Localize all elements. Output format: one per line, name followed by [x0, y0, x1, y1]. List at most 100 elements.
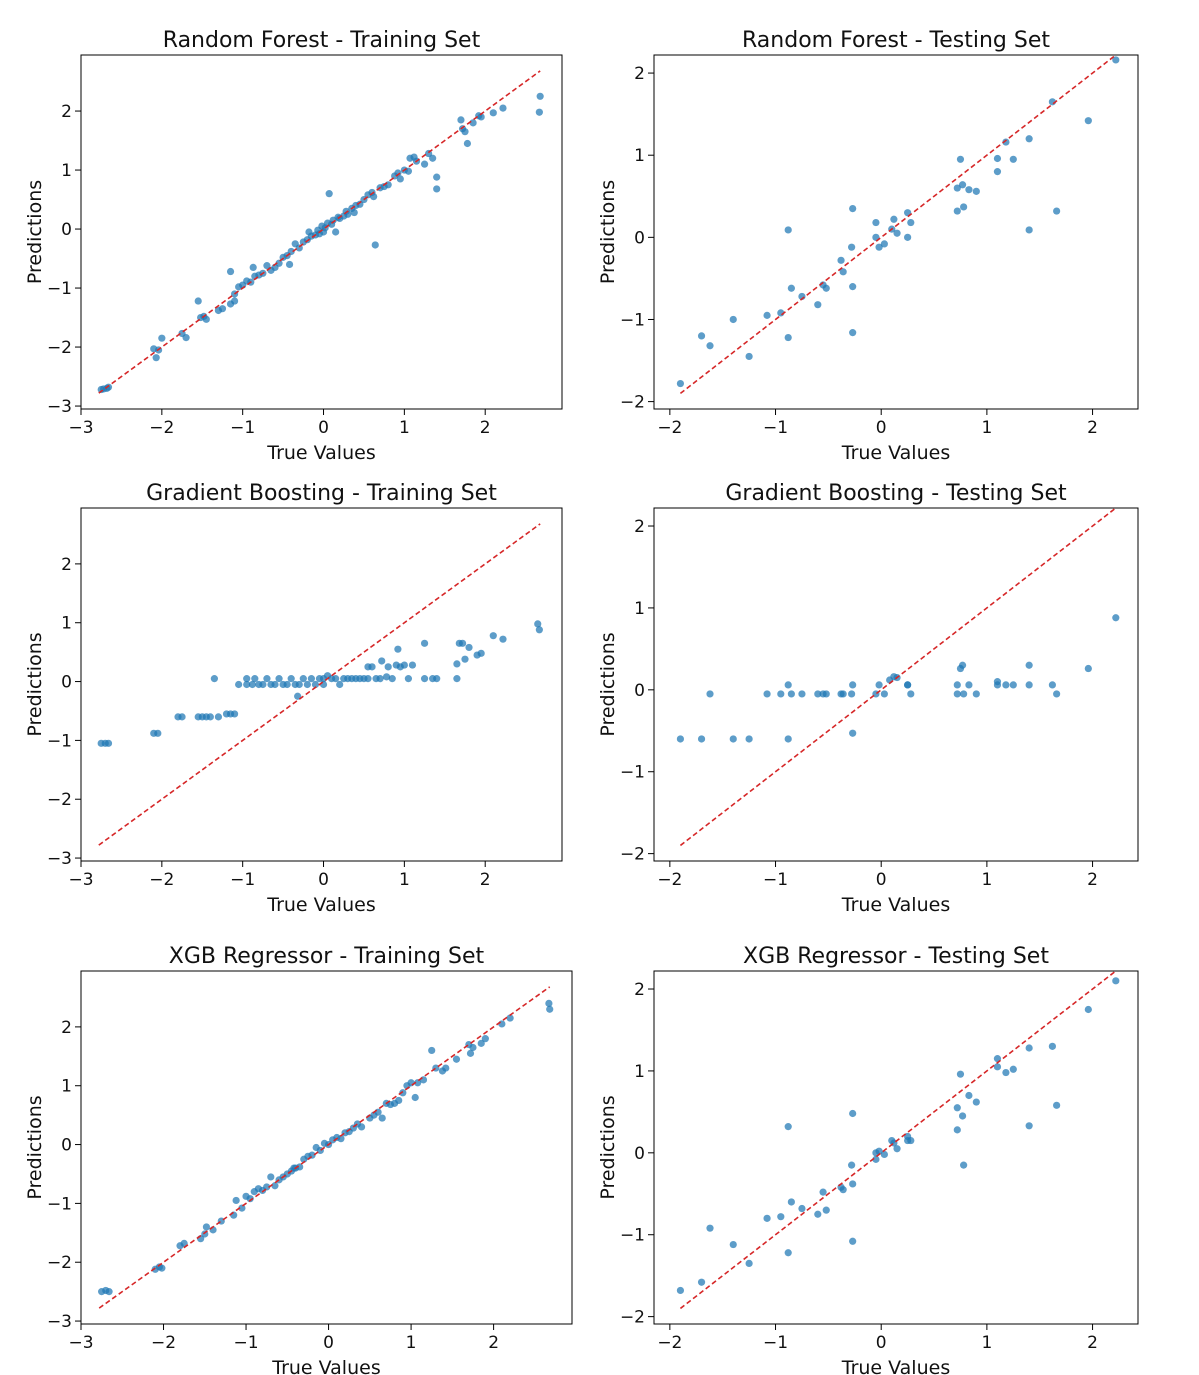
data-point [822, 1206, 830, 1214]
x-tick-label: 1 [399, 418, 410, 438]
data-point [442, 1064, 450, 1072]
data-point [420, 675, 429, 683]
data-point [849, 1109, 857, 1118]
data-point [433, 185, 441, 193]
data-point [230, 297, 239, 305]
data-point [729, 315, 737, 324]
y-tick-label: 0 [634, 681, 645, 701]
data-point [414, 1079, 422, 1087]
data-point [259, 680, 267, 689]
data-point [404, 675, 413, 683]
data-point [226, 267, 235, 276]
data-point [993, 154, 1002, 163]
data-point [814, 1210, 822, 1218]
data-point [849, 329, 857, 337]
y-tick-label: 1 [61, 1077, 72, 1097]
data-point [893, 229, 901, 237]
x-tick-label: −2 [149, 418, 174, 438]
data-point [1112, 977, 1120, 985]
data-point [319, 680, 328, 689]
data-point [536, 92, 544, 100]
data-point [953, 207, 961, 215]
x-tick-label: −3 [68, 870, 93, 890]
data-point [285, 260, 294, 269]
y-axis-label: Predictions [24, 632, 46, 736]
y-tick-label: 1 [61, 161, 72, 181]
x-tick-label: 2 [480, 870, 491, 890]
data-point [458, 639, 467, 647]
data-point [822, 284, 830, 292]
y-tick-label: −2 [47, 790, 72, 810]
reference-diagonal-line [98, 70, 541, 394]
data-point [697, 1278, 706, 1286]
chart-title: Random Forest - Training Set [163, 28, 481, 53]
x-tick-label: 2 [488, 1333, 499, 1353]
data-point [993, 168, 1002, 176]
y-axis-label: Predictions [597, 180, 619, 284]
data-point [839, 690, 847, 698]
plot-frame [653, 970, 1139, 1325]
data-point [499, 635, 507, 643]
data-point [104, 383, 113, 391]
data-point [336, 680, 344, 689]
data-point [763, 311, 771, 319]
data-point [419, 1076, 428, 1084]
data-point [295, 680, 303, 689]
data-point [534, 620, 542, 628]
data-point [376, 675, 384, 683]
data-point [960, 203, 968, 211]
data-point [777, 1213, 785, 1221]
x-tick-label: −1 [763, 870, 788, 890]
y-tick-label: −1 [620, 1226, 645, 1246]
data-point [206, 713, 214, 721]
data-point [890, 215, 898, 223]
data-point [1084, 664, 1092, 673]
data-point [993, 1063, 1002, 1071]
data-point [872, 218, 880, 227]
data-point [848, 243, 856, 251]
data-point [953, 184, 961, 192]
data-point [263, 1183, 271, 1191]
data-point [307, 675, 315, 683]
data-point [697, 332, 706, 340]
data-point [1009, 681, 1017, 689]
data-point [364, 675, 372, 683]
data-point [729, 1240, 737, 1249]
data-point [394, 169, 402, 177]
y-tick-label: 2 [634, 64, 645, 84]
data-point [453, 660, 461, 668]
data-point [399, 1089, 407, 1097]
data-point [960, 1161, 968, 1169]
data-point [357, 1123, 366, 1131]
chart-title: XGB Regressor - Training Set [169, 944, 485, 969]
x-tick-label: 1 [981, 1333, 992, 1353]
data-point [457, 116, 465, 124]
y-tick-label: 1 [634, 599, 645, 619]
data-point [1025, 681, 1033, 689]
data-point [232, 1196, 240, 1205]
y-tick-label: 0 [61, 673, 72, 693]
data-point [218, 305, 227, 313]
y-tick-label: −1 [620, 310, 645, 330]
data-point [243, 675, 251, 683]
data-point [814, 301, 822, 309]
data-point [158, 334, 166, 342]
chart-title: Gradient Boosting - Testing Set [725, 481, 1067, 506]
data-point [953, 681, 961, 689]
x-tick-label: −3 [68, 418, 93, 438]
y-tick-label: 2 [61, 1018, 72, 1038]
data-point [469, 119, 477, 127]
scatter-panel-6: XGB Regressor - Testing Set −2 −1 0 1 2 −2 −1 0 1… [597, 944, 1139, 1375]
data-point [729, 735, 737, 743]
data-point [784, 1123, 792, 1131]
x-tick-label: −1 [763, 1333, 788, 1353]
data-point [1002, 681, 1010, 689]
data-point [745, 735, 753, 743]
scatter-panel-4: Gradient Boosting - Testing Set −2 −1 0 1 2 −2… [597, 481, 1139, 916]
data-point [477, 113, 485, 121]
y-tick-label: 2 [634, 517, 645, 537]
data-point [965, 186, 973, 194]
y-tick-label: 2 [61, 555, 72, 575]
data-point [489, 632, 497, 640]
data-point [839, 1186, 847, 1194]
